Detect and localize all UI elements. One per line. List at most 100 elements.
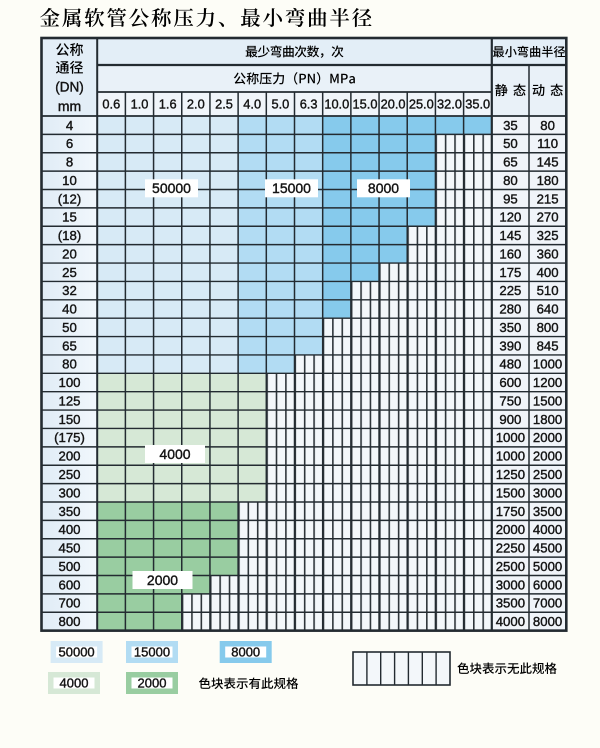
svg-text:50: 50: [62, 320, 77, 335]
svg-text:1.6: 1.6: [159, 97, 177, 112]
svg-text:750: 750: [499, 394, 521, 409]
svg-text:700: 700: [58, 596, 80, 611]
svg-text:510: 510: [537, 283, 559, 298]
svg-text:640: 640: [537, 302, 559, 317]
svg-text:15: 15: [62, 210, 77, 225]
svg-text:2000: 2000: [496, 522, 525, 537]
svg-text:3000: 3000: [533, 485, 562, 500]
svg-text:1000: 1000: [496, 430, 525, 445]
svg-text:2.0: 2.0: [187, 97, 205, 112]
svg-text:80: 80: [503, 173, 518, 188]
svg-text:5.0: 5.0: [272, 97, 290, 112]
svg-text:40: 40: [62, 302, 77, 317]
svg-text:145: 145: [499, 228, 521, 243]
svg-text:120: 120: [499, 210, 521, 225]
svg-text:6: 6: [66, 136, 73, 151]
svg-text:10.0: 10.0: [324, 97, 349, 112]
svg-text:150: 150: [58, 412, 80, 427]
svg-text:4500: 4500: [533, 541, 562, 556]
svg-text:50000: 50000: [59, 645, 95, 660]
svg-text:1750: 1750: [496, 504, 525, 519]
svg-text:15000: 15000: [134, 645, 170, 660]
svg-text:2500: 2500: [533, 467, 562, 482]
svg-text:400: 400: [537, 265, 559, 280]
svg-text:8000: 8000: [231, 645, 260, 660]
svg-text:0.6: 0.6: [102, 97, 120, 112]
svg-text:450: 450: [58, 541, 80, 556]
svg-text:3000: 3000: [496, 577, 525, 592]
svg-text:8000: 8000: [533, 614, 562, 629]
svg-text:25: 25: [62, 265, 77, 280]
svg-text:35.0: 35.0: [465, 97, 490, 112]
svg-text:1800: 1800: [533, 412, 562, 427]
svg-text:2500: 2500: [496, 559, 525, 574]
svg-text:400: 400: [58, 522, 80, 537]
svg-text:1500: 1500: [533, 394, 562, 409]
svg-text:100: 100: [58, 375, 80, 390]
svg-text:250: 250: [58, 467, 80, 482]
svg-text:2000: 2000: [138, 676, 167, 691]
svg-text:mm: mm: [58, 98, 81, 114]
svg-text:325: 325: [537, 228, 559, 243]
svg-text:3500: 3500: [533, 504, 562, 519]
svg-text:7000: 7000: [533, 596, 562, 611]
svg-text:180: 180: [537, 173, 559, 188]
svg-text:50000: 50000: [152, 180, 191, 196]
svg-text:50: 50: [503, 136, 518, 151]
svg-text:8000: 8000: [368, 180, 399, 196]
svg-text:4000: 4000: [60, 676, 89, 691]
svg-text:65: 65: [62, 338, 77, 353]
svg-text:1500: 1500: [496, 485, 525, 500]
svg-text:1200: 1200: [533, 375, 562, 390]
svg-text:800: 800: [58, 614, 80, 629]
svg-text:845: 845: [537, 338, 559, 353]
svg-text:500: 500: [58, 559, 80, 574]
svg-text:4000: 4000: [159, 446, 190, 462]
svg-text:95: 95: [503, 191, 518, 206]
svg-text:160: 160: [499, 246, 521, 261]
svg-text:1.0: 1.0: [131, 97, 149, 112]
svg-text:8: 8: [66, 155, 73, 170]
svg-text:4000: 4000: [533, 522, 562, 537]
svg-text:6.3: 6.3: [300, 97, 318, 112]
svg-text:2000: 2000: [533, 449, 562, 464]
svg-text:145: 145: [537, 155, 559, 170]
svg-text:175: 175: [499, 265, 521, 280]
svg-text:32.0: 32.0: [437, 97, 462, 112]
svg-text:480: 480: [499, 357, 521, 372]
svg-text:15.0: 15.0: [353, 97, 378, 112]
svg-text:3500: 3500: [496, 596, 525, 611]
svg-text:110: 110: [537, 136, 558, 151]
svg-text:390: 390: [499, 338, 521, 353]
svg-text:900: 900: [499, 412, 521, 427]
svg-text:32: 32: [62, 283, 77, 298]
svg-text:200: 200: [58, 449, 80, 464]
svg-text:350: 350: [58, 504, 80, 519]
svg-text:80: 80: [62, 357, 77, 372]
svg-text:1000: 1000: [533, 357, 562, 372]
svg-text:(12): (12): [58, 191, 81, 206]
svg-text:80: 80: [540, 118, 555, 133]
svg-text:2000: 2000: [533, 430, 562, 445]
svg-text:4.0: 4.0: [243, 97, 261, 112]
svg-text:(18): (18): [58, 228, 81, 243]
svg-text:(DN): (DN): [55, 80, 84, 95]
svg-text:1000: 1000: [496, 449, 525, 464]
svg-text:20.0: 20.0: [381, 97, 406, 112]
svg-text:300: 300: [58, 485, 80, 500]
svg-text:225: 225: [499, 283, 521, 298]
svg-text:25.0: 25.0: [409, 97, 434, 112]
svg-text:1250: 1250: [496, 467, 525, 482]
svg-text:215: 215: [537, 191, 559, 206]
svg-text:270: 270: [537, 210, 559, 225]
svg-text:350: 350: [499, 320, 521, 335]
svg-text:5000: 5000: [533, 559, 562, 574]
svg-text:360: 360: [537, 246, 559, 261]
svg-text:125: 125: [58, 394, 80, 409]
svg-text:6000: 6000: [533, 577, 562, 592]
svg-text:65: 65: [503, 155, 518, 170]
svg-text:15000: 15000: [272, 180, 311, 196]
svg-text:600: 600: [499, 375, 521, 390]
svg-text:4000: 4000: [496, 614, 525, 629]
svg-text:2250: 2250: [496, 541, 525, 556]
